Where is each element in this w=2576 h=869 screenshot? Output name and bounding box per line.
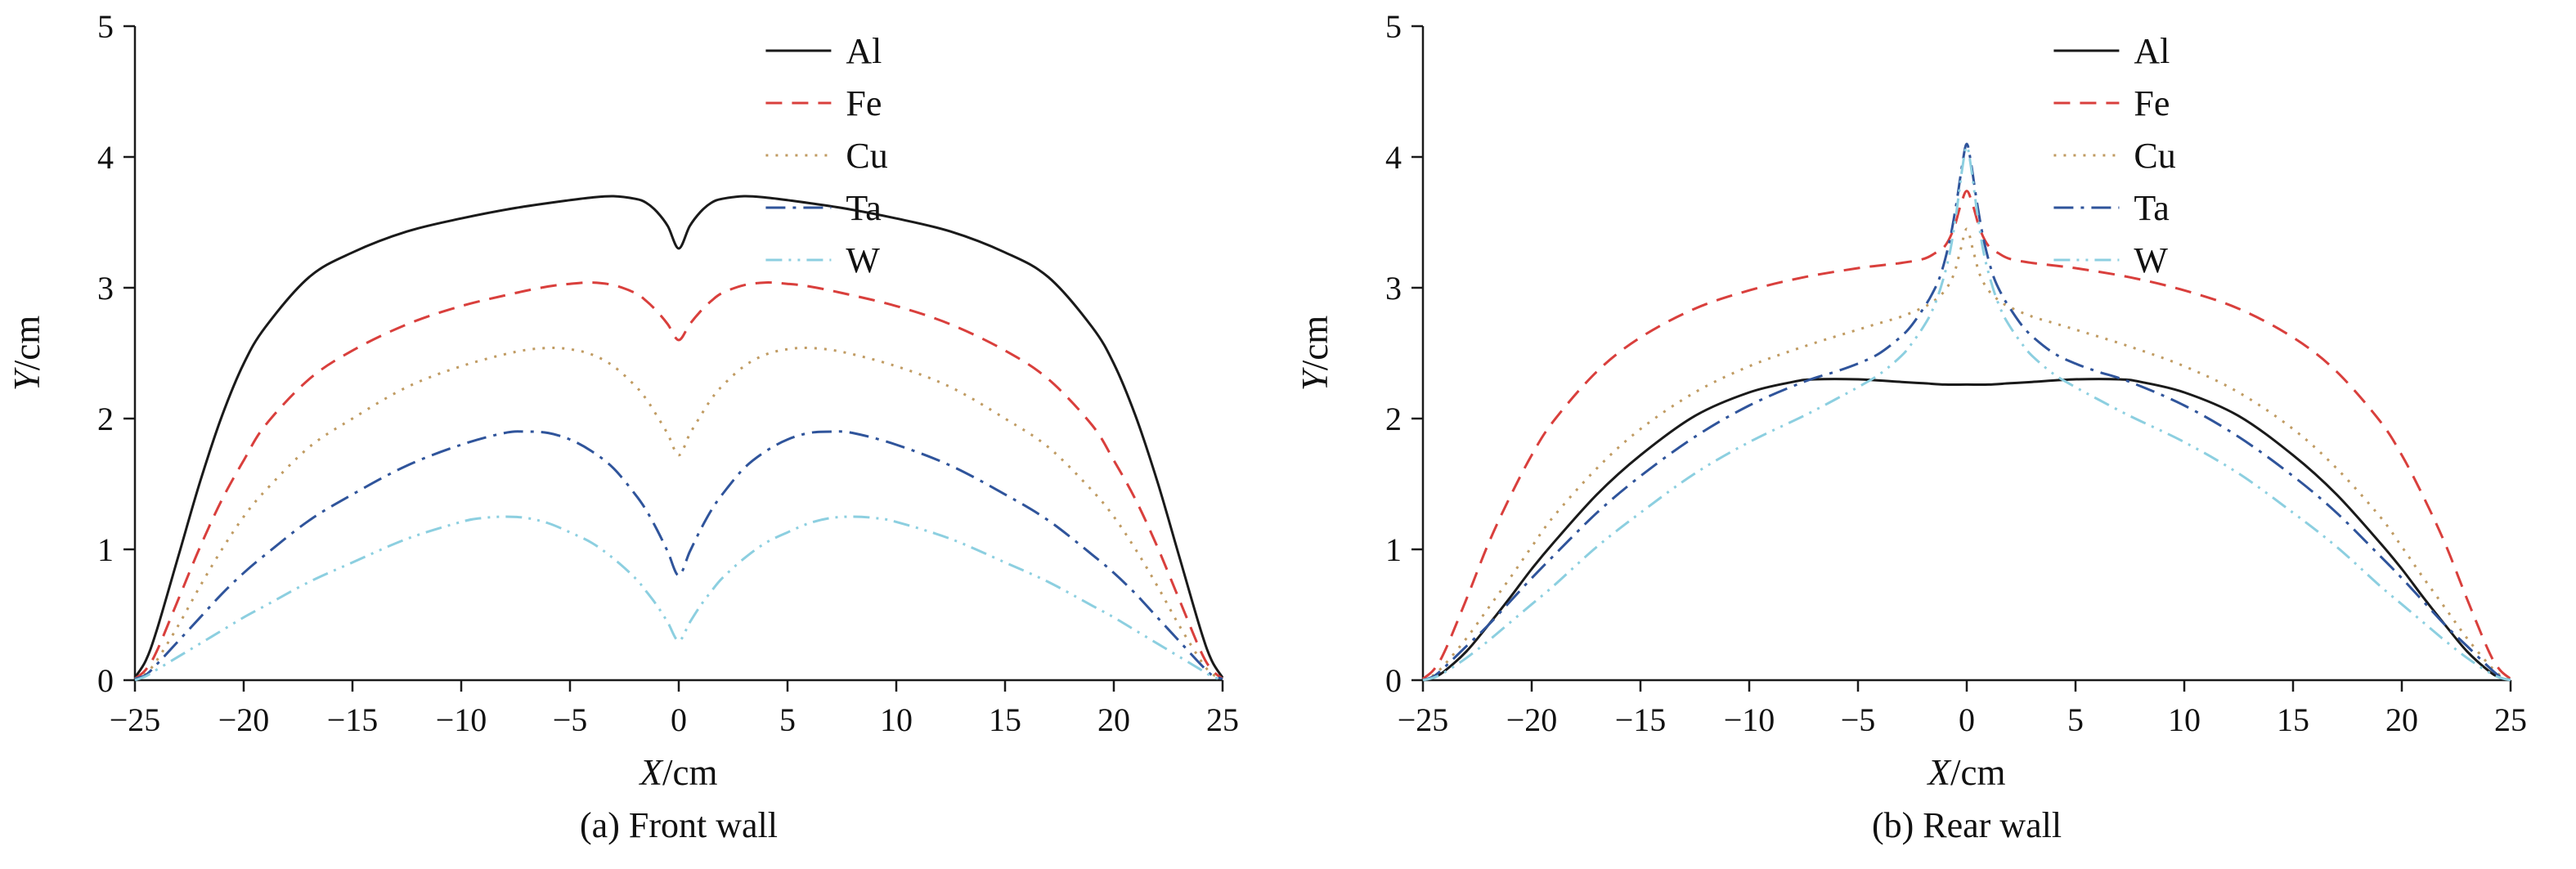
y-tick-label: 2 [97,401,114,437]
y-tick-label: 1 [97,531,114,568]
x-tick-label: 25 [2494,701,2527,738]
caption-front-wall: (a) Front wall [580,805,778,845]
legend-label-cu: Cu [846,136,887,176]
series-line-al [1422,378,2511,682]
x-axis-label: X/cm [639,752,718,793]
series-line-w [134,515,1223,682]
x-tick-label: 15 [2277,701,2309,738]
rear-wall-plot: −25 −20 −15 −10 −5 0 5 10 15 20 25 0 1 2 3 4 5 X/cm Y/cm Al… [1295,8,2527,793]
series-line-fe [1422,190,2511,680]
series-line-cu [1422,227,2511,682]
y-tick-label: 3 [97,270,114,307]
x-tick-label: 0 [1959,701,1975,738]
y-tick-label: 2 [1385,401,1402,437]
y-tick-label: 5 [1385,8,1402,45]
legend-label-ta: Ta [2134,188,2169,228]
x-tick-label: −25 [1398,701,1449,738]
legend-label-cu: Cu [2134,136,2175,176]
y-tick-label: 4 [97,139,114,176]
x-tick-label: −25 [110,701,161,738]
x-tick-label: −5 [553,701,588,738]
chart-front-wall: −25 −20 −15 −10 −5 0 5 10 15 20 25 0 1 2 3 4 5 X/cm Y/cm Al… [0,3,1288,851]
series-line-fe [134,281,1223,680]
caption-rear-wall: (b) Rear wall [1871,805,2062,845]
legend-label-w: W [846,240,880,280]
x-tick-label: 10 [880,701,913,738]
x-tick-label: −5 [1841,701,1876,738]
legend-label-w: W [2134,240,2168,280]
x-tick-label: 10 [2168,701,2201,738]
legend-label-al: Al [846,31,882,71]
y-tick-label: 3 [1385,270,1402,307]
x-tick-label: −20 [1506,701,1558,738]
y-tick-label: 1 [1385,531,1402,568]
front-wall-plot: −25 −20 −15 −10 −5 0 5 10 15 20 25 0 1 2 3 4 5 X/cm Y/cm Al… [7,8,1239,793]
x-tick-label: 15 [989,701,1021,738]
series-line-ta [1422,142,2511,682]
legend-label-ta: Ta [846,188,881,228]
y-tick-label: 5 [97,8,114,45]
figure: −25 −20 −15 −10 −5 0 5 10 15 20 25 0 1 2 3 4 5 X/cm Y/cm Al… [0,3,2576,851]
x-tick-label: 25 [1206,701,1239,738]
x-tick-label: −10 [436,701,487,738]
x-axis-label: X/cm [1927,752,2006,793]
series-line-cu [134,346,1223,680]
y-tick-label: 4 [1385,139,1402,176]
legend-label-al: Al [2134,31,2170,71]
chart-rear-wall: −25 −20 −15 −10 −5 0 5 10 15 20 25 0 1 2 3 4 5 X/cm Y/cm Al… [1288,3,2576,851]
y-tick-label: 0 [97,662,114,699]
series-line-al [133,195,1224,679]
x-tick-label: 20 [1097,701,1130,738]
legend-label-fe: Fe [846,83,882,123]
x-tick-label: 0 [671,701,687,738]
series-line-ta [134,430,1223,680]
y-tick-label: 0 [1385,662,1402,699]
x-tick-label: −10 [1724,701,1775,738]
x-tick-label: 5 [2067,701,2084,738]
x-tick-label: −15 [1615,701,1667,738]
x-tick-label: 20 [2385,701,2418,738]
x-tick-label: 5 [779,701,796,738]
x-tick-label: −20 [218,701,270,738]
y-axis-label: Y/cm [7,316,47,392]
legend-label-fe: Fe [2134,83,2170,123]
y-axis-label: Y/cm [1295,316,1335,392]
x-tick-label: −15 [327,701,379,738]
series-line-w [1422,145,2511,682]
